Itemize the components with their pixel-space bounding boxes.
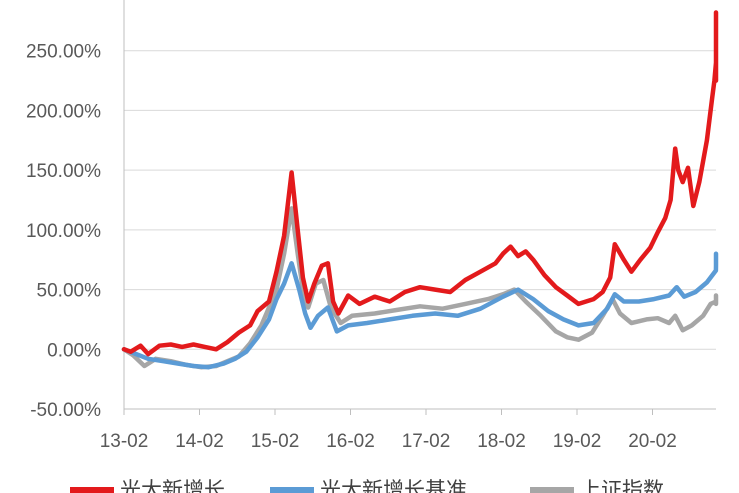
x-axis-tick-labels: 13-02 14-02 15-02 16-02 17-02 18-02 19-02 20-02 [100, 431, 677, 452]
legend-label-1: 光大新增长基准 [320, 479, 467, 493]
x-tick-label: 15-02 [251, 431, 300, 452]
series-line-1 [121, 251, 719, 370]
y-tick-label: -50.00% [30, 400, 101, 421]
y-tick-label: 50.00% [37, 281, 102, 302]
y-tick-label: 0.00% [47, 340, 101, 361]
legend: 光大新增长 光大新增长基准 上证指数 [70, 479, 664, 493]
y-tick-label: 250.00% [26, 42, 101, 63]
y-tick-label: 300.00% [26, 0, 101, 3]
x-tick-label: 17-02 [402, 431, 451, 452]
gridlines [124, 50, 716, 350]
legend-label-2: 上证指数 [580, 479, 664, 493]
x-tick-label: 16-02 [326, 431, 375, 452]
x-tick-label: 20-02 [628, 431, 677, 452]
y-tick-label: 200.00% [26, 101, 101, 122]
x-tick-label: 13-02 [100, 431, 149, 452]
y-tick-label: 100.00% [26, 221, 101, 242]
x-tick-label: 19-02 [553, 431, 602, 452]
axes [123, 0, 716, 415]
legend-label-0: 光大新增长 [120, 479, 225, 493]
x-tick-label: 18-02 [477, 431, 526, 452]
y-tick-label: 150.00% [26, 161, 101, 182]
series-line-0 [121, 10, 719, 357]
series-lines [121, 10, 719, 370]
x-tick-label: 14-02 [175, 431, 224, 452]
y-axis-tick-labels: -50.00% 0.00% 50.00% 100.00% 150.00% 200.00% 2… [26, 0, 101, 421]
